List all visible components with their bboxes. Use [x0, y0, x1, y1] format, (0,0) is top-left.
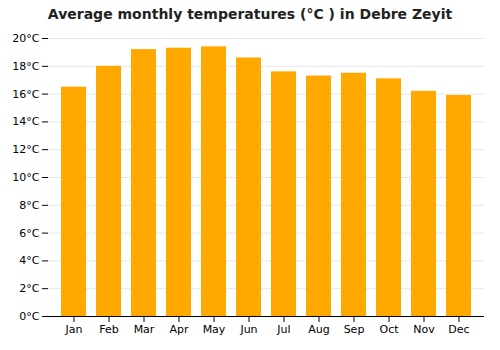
svg-text:20°C: 20°C	[12, 32, 39, 45]
svg-text:16°C: 16°C	[12, 88, 39, 101]
svg-text:Jun: Jun	[239, 323, 257, 336]
svg-text:6°C: 6°C	[19, 227, 39, 240]
svg-text:Dec: Dec	[448, 323, 469, 336]
svg-text:Oct: Oct	[379, 323, 399, 336]
svg-text:0°C: 0°C	[19, 310, 39, 323]
svg-text:12°C: 12°C	[12, 143, 39, 156]
svg-text:Jul: Jul	[276, 323, 290, 336]
svg-text:May: May	[203, 323, 226, 336]
svg-text:18°C: 18°C	[12, 60, 39, 73]
svg-text:Nov: Nov	[413, 323, 435, 336]
svg-text:4°C: 4°C	[19, 254, 39, 267]
svg-text:14°C: 14°C	[12, 115, 39, 128]
svg-text:Jan: Jan	[65, 323, 83, 336]
svg-text:Sep: Sep	[344, 323, 365, 336]
svg-text:Apr: Apr	[169, 323, 189, 336]
svg-text:10°C: 10°C	[12, 171, 39, 184]
svg-text:Aug: Aug	[308, 323, 329, 336]
svg-text:Mar: Mar	[134, 323, 155, 336]
html-text:Average monthly temperatures (: Average monthly temperatures (°C ) in De…	[47, 6, 453, 22]
svg-text:Feb: Feb	[99, 323, 118, 336]
svg-text:8°C: 8°C	[19, 199, 39, 212]
svg-text:2°C: 2°C	[19, 282, 39, 295]
